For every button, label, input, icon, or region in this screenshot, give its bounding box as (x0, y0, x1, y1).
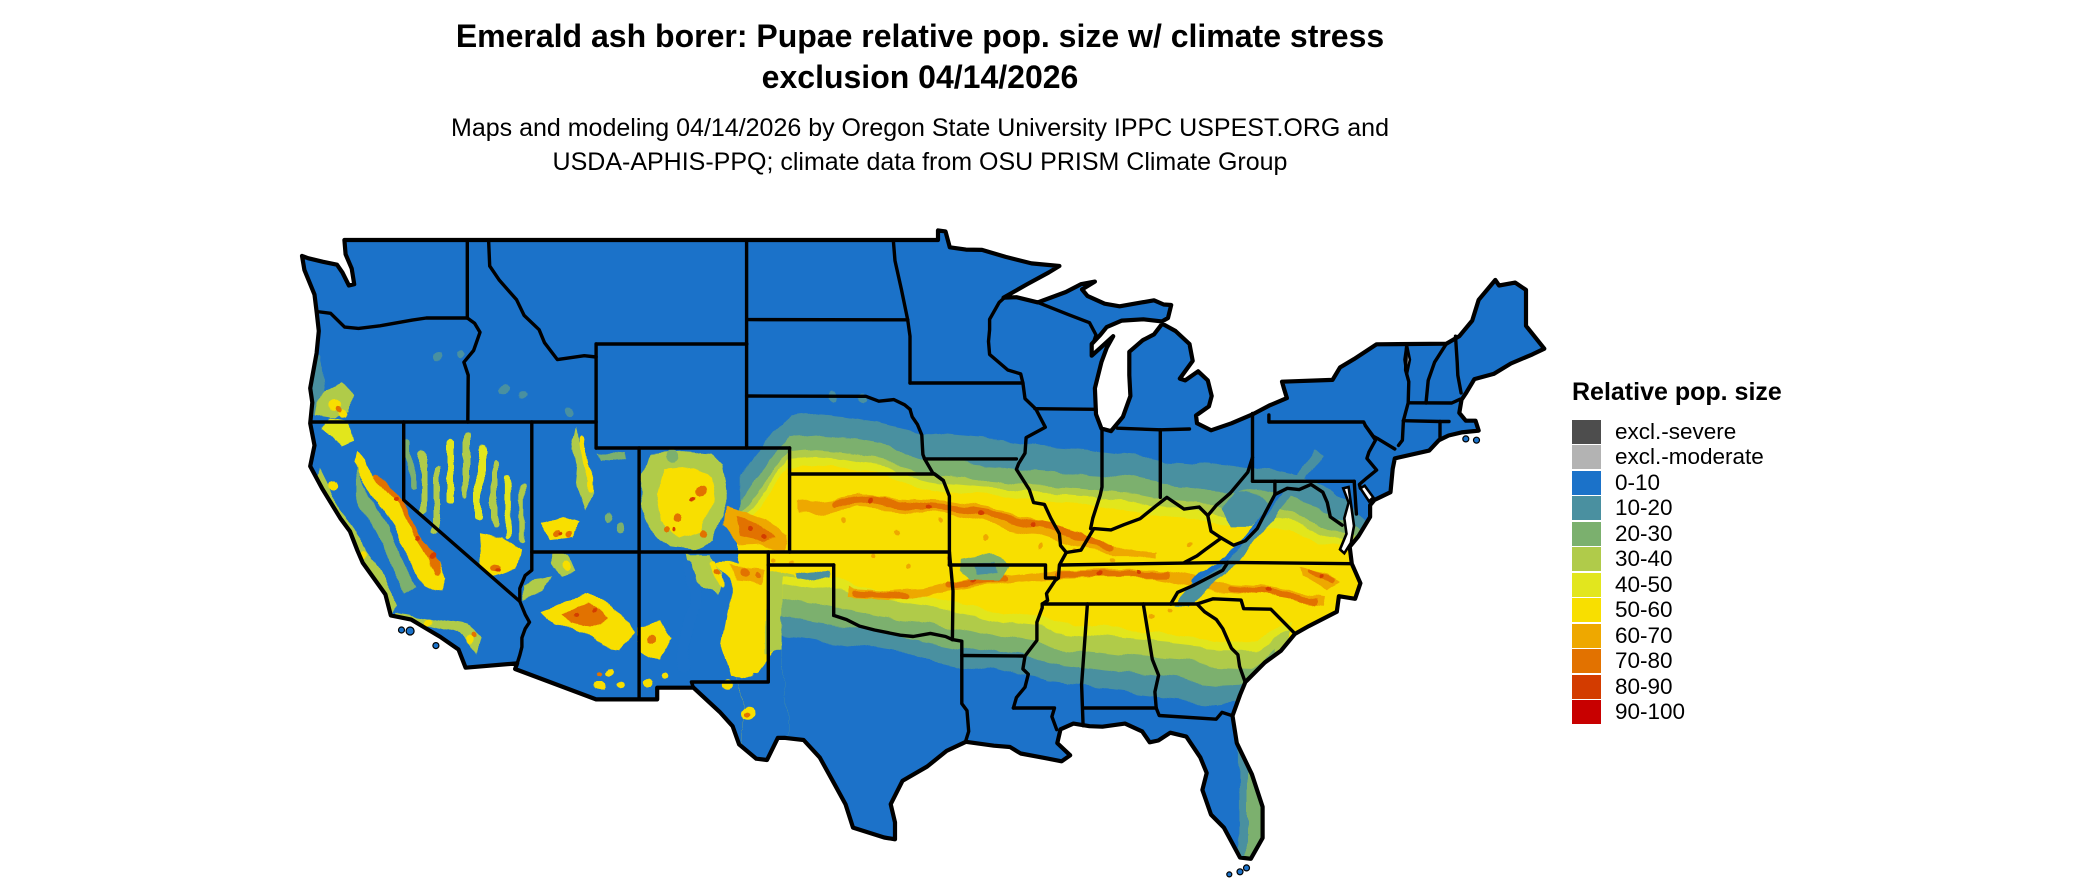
figure-subtitle: Maps and modeling 04/14/2026 by Oregon S… (0, 111, 1840, 179)
legend-label-excl_moderate: excl.-moderate (1615, 444, 1764, 470)
legend-label-v10_20: 10-20 (1615, 495, 1673, 521)
legend-swatch-excl_moderate (1572, 445, 1601, 470)
legend-item-excl_moderate: excl.-moderate (1572, 445, 1832, 471)
us-outline (299, 228, 1547, 861)
map-legend: Relative pop. size excl.-severe excl.-mod… (1572, 378, 1832, 725)
legend-swatch-excl_severe (1572, 419, 1601, 444)
state-borders (308, 238, 1463, 744)
figure-subtitle-line1: Maps and modeling 04/14/2026 by Oregon S… (451, 114, 1389, 142)
legend-label-v40_50: 40-50 (1615, 571, 1673, 597)
figure-subtitle-line2: USDA-APHIS-PPQ; climate data from OSU PR… (552, 148, 1288, 176)
legend-label-v20_30: 20-30 (1615, 520, 1673, 546)
legend-item-v90_100: 90-100 (1572, 700, 1832, 726)
legend-label-v0_10: 0-10 (1615, 469, 1661, 495)
legend-swatch-v50_60 (1572, 598, 1601, 623)
legend-item-excl_severe: excl.-severe (1572, 419, 1832, 445)
figure-title: Emerald ash borer: Pupae relative pop. s… (0, 16, 1840, 98)
legend-item-v60_70: 60-70 (1572, 623, 1832, 649)
legend-title: Relative pop. size (1572, 378, 1782, 406)
legend-swatch-v90_100 (1572, 700, 1601, 725)
legend-label-excl_severe: excl.-severe (1615, 418, 1737, 444)
islands (397, 435, 1481, 878)
legend-swatch-v40_50 (1572, 572, 1601, 597)
legend-item-v10_20: 10-20 (1572, 496, 1832, 522)
legend-swatch-v20_30 (1572, 521, 1601, 546)
legend-item-v50_60: 50-60 (1572, 598, 1832, 624)
legend-label-v70_80: 70-80 (1615, 648, 1673, 674)
legend-label-v60_70: 60-70 (1615, 622, 1673, 648)
legend-items: excl.-severe excl.-moderate 0-10 10-20 20-30… (1572, 419, 1832, 725)
legend-swatch-v30_40 (1572, 547, 1601, 572)
legend-swatch-v0_10 (1572, 470, 1601, 495)
figure-title-line2: exclusion 04/14/2026 (761, 59, 1079, 95)
legend-item-v80_90: 80-90 (1572, 674, 1832, 700)
legend-swatch-v70_80 (1572, 649, 1601, 674)
legend-item-v30_40: 30-40 (1572, 547, 1832, 573)
figure-header: Emerald ash borer: Pupae relative pop. s… (0, 16, 1840, 179)
legend-item-v40_50: 40-50 (1572, 572, 1832, 598)
legend-item-v20_30: 20-30 (1572, 521, 1832, 547)
legend-swatch-v80_90 (1572, 674, 1601, 699)
legend-item-v0_10: 0-10 (1572, 470, 1832, 496)
legend-label-v50_60: 50-60 (1615, 597, 1673, 623)
legend-swatch-v60_70 (1572, 623, 1601, 648)
legend-label-v30_40: 30-40 (1615, 546, 1673, 572)
legend-label-v80_90: 80-90 (1615, 673, 1673, 699)
legend-swatch-v10_20 (1572, 496, 1601, 521)
figure-title-line1: Emerald ash borer: Pupae relative pop. s… (455, 18, 1385, 54)
legend-item-v70_80: 70-80 (1572, 649, 1832, 675)
legend-label-v90_100: 90-100 (1615, 699, 1686, 725)
